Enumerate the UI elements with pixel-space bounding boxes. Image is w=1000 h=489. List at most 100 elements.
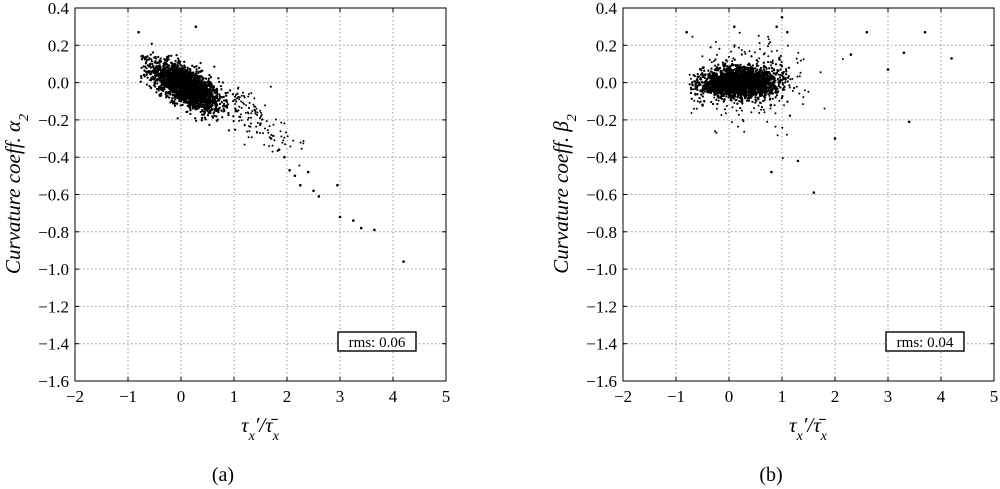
panel-b-point xyxy=(741,70,744,74)
panel-b-x-tick-label: 5 xyxy=(990,387,999,406)
panel-a-outlier-point xyxy=(306,170,310,174)
panel-b-point xyxy=(735,72,738,76)
panel-a-point xyxy=(174,98,177,101)
panel-b-point xyxy=(767,55,770,58)
panel-a-point xyxy=(155,65,158,68)
panel-a-point xyxy=(232,115,235,118)
panel-a-point xyxy=(200,80,203,84)
panel-a-point xyxy=(174,59,177,63)
panel-b-point xyxy=(744,91,747,94)
panel-b-point xyxy=(713,96,716,99)
panel-a-point xyxy=(149,66,153,69)
panel-a-point xyxy=(240,94,243,97)
panel-b-point xyxy=(796,61,799,64)
panel-a-point xyxy=(268,145,271,148)
panel-a-point xyxy=(217,77,220,80)
panel-a-point xyxy=(171,77,174,80)
panel-b-point xyxy=(750,95,753,98)
panel-b-point xyxy=(763,96,766,99)
panel-b-point xyxy=(774,112,777,115)
panel-a-point xyxy=(161,86,164,89)
panel-b-point xyxy=(754,95,757,99)
panel-a-point xyxy=(163,58,166,61)
panel-a-point xyxy=(175,90,179,93)
panel-b-point xyxy=(731,60,734,63)
panel-a-point xyxy=(271,134,274,137)
panel-a-point xyxy=(159,87,162,91)
panel-a-point xyxy=(184,81,187,84)
panel-b-point xyxy=(771,81,774,83)
panel-a-point xyxy=(164,93,167,96)
panel-b-point xyxy=(741,118,744,121)
panel-a-point xyxy=(269,85,272,88)
panel-b-point xyxy=(740,98,743,101)
panel-b-point xyxy=(776,87,779,90)
panel-a-point xyxy=(198,105,201,109)
panel-b-point xyxy=(719,70,722,74)
panel-a-point xyxy=(267,131,270,134)
panel-b-point xyxy=(747,89,750,92)
panel-a-point xyxy=(201,95,204,98)
panel-b-point xyxy=(730,75,733,78)
panel-a-point xyxy=(218,95,222,98)
panel-a-point xyxy=(196,99,200,103)
panel-b-point xyxy=(801,103,804,106)
panel-a-point xyxy=(179,100,183,103)
panel-a-point xyxy=(215,90,219,94)
panel-b-point xyxy=(738,100,741,103)
panel-b-point xyxy=(725,67,728,70)
panel-b-point xyxy=(753,107,756,110)
panel-b-point xyxy=(701,85,704,88)
panel-a-point xyxy=(190,88,193,91)
panel-a-scatter: −2 −1 0 1 2 3 4 50.40.20.0−0.2−0.4−0.6−0.8−1.0−… xyxy=(1,0,450,486)
panel-a-point xyxy=(189,71,192,74)
panel-b-point xyxy=(724,78,727,81)
panel-b-point xyxy=(701,72,704,75)
panel-a-point xyxy=(198,74,201,78)
panel-a-y-tick-label: −0.4 xyxy=(38,148,69,167)
panel-a-outlier-point xyxy=(259,122,262,125)
panel-b-x-tick-label: 4 xyxy=(937,387,946,406)
panel-b-point xyxy=(697,84,701,87)
panel-a-point xyxy=(179,81,182,85)
panel-a-point xyxy=(164,82,168,85)
panel-a-point xyxy=(289,145,292,148)
panel-a-point xyxy=(237,109,240,112)
panel-b-point xyxy=(778,99,781,102)
panel-b-points xyxy=(685,15,953,194)
panel-b-point xyxy=(714,41,717,43)
panel-a-point xyxy=(285,131,287,134)
panel-b-y-tick-label: −1.2 xyxy=(586,297,617,316)
panel-a-point xyxy=(188,92,191,95)
panel-b-point xyxy=(695,107,698,110)
panel-a-point xyxy=(204,107,208,110)
panel-b-point xyxy=(774,125,777,128)
panel-b-point xyxy=(740,80,743,83)
panel-a-point xyxy=(210,103,213,107)
panel-b-outlier-point xyxy=(733,25,736,29)
panel-a-point xyxy=(152,83,156,87)
panel-a-point xyxy=(172,89,175,92)
panel-b-point xyxy=(729,64,732,68)
panel-b-point xyxy=(694,92,697,95)
panel-a-point xyxy=(254,112,257,115)
panel-a-grid xyxy=(75,8,446,381)
panel-a-point xyxy=(161,83,164,86)
panel-b-point xyxy=(740,109,743,112)
panel-a-point xyxy=(201,113,204,116)
panel-b-point xyxy=(791,89,794,92)
panel-b-point xyxy=(721,82,725,85)
panel-b-point xyxy=(703,100,705,102)
panel-b-point xyxy=(770,64,772,67)
panel-b-point xyxy=(723,72,727,76)
panel-a-outlier-point xyxy=(359,226,363,230)
panel-a-point xyxy=(234,98,237,101)
panel-a-outlier-point xyxy=(137,30,140,34)
panel-a-point xyxy=(201,69,204,72)
panel-b-point xyxy=(696,100,699,103)
panel-a-point xyxy=(224,91,227,95)
panel-b-x-tick-label: 0 xyxy=(725,387,734,406)
panel-a-point xyxy=(188,85,191,88)
panel-b-point xyxy=(758,69,762,72)
panel-a-ticks: −2 −1 0 1 2 3 4 50.40.20.0−0.2−0.4−0.6−0.8−1.0−… xyxy=(38,0,450,406)
